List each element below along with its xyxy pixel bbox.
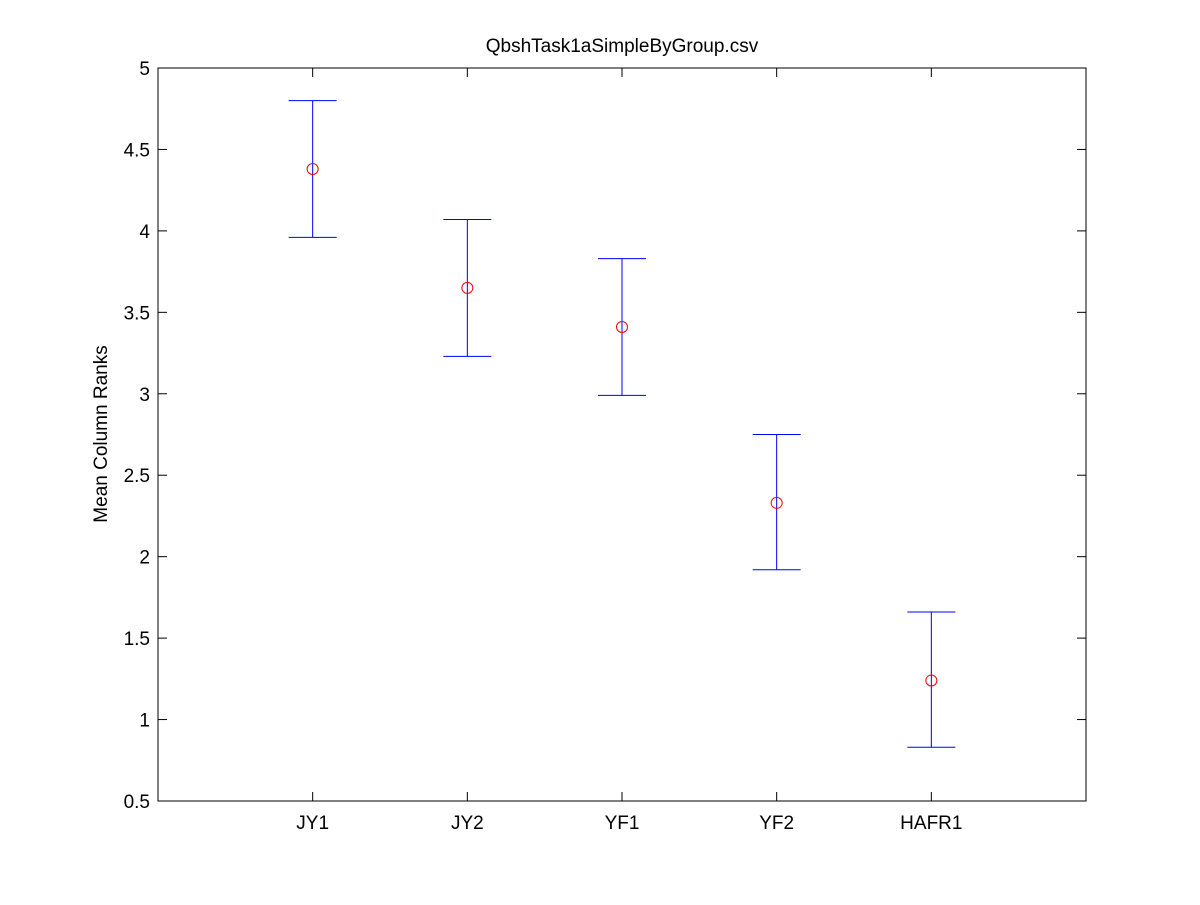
y-tick-label: 3 bbox=[139, 385, 150, 406]
mean-rank-marker bbox=[461, 281, 474, 294]
y-tick-label: 2 bbox=[139, 548, 150, 569]
mean-rank-marker bbox=[925, 674, 938, 687]
mean-rank-marker bbox=[306, 162, 319, 175]
x-tick-label: HAFR1 bbox=[900, 813, 962, 834]
y-tick-label: 4.5 bbox=[124, 140, 150, 161]
y-tick-label: 0.5 bbox=[124, 792, 150, 813]
mean-rank-marker bbox=[616, 320, 628, 333]
x-tick-label: JY1 bbox=[296, 813, 329, 834]
y-tick-label: 1.5 bbox=[124, 629, 150, 650]
x-tick-label: YF2 bbox=[759, 813, 794, 834]
y-axis-label: Mean Column Ranks bbox=[91, 345, 112, 522]
mean-rank-marker bbox=[770, 496, 783, 509]
x-tick-label: YF1 bbox=[605, 813, 640, 834]
y-tick-label: 1 bbox=[139, 711, 150, 732]
chart-title: QbshTask1aSimpleByGroup.csv bbox=[486, 36, 759, 57]
y-tick-label: 4 bbox=[139, 222, 150, 243]
y-tick-label: 5 bbox=[139, 59, 150, 80]
y-tick-label: 3.5 bbox=[124, 303, 150, 324]
y-tick-label: 2.5 bbox=[124, 466, 150, 487]
x-tick-label: JY2 bbox=[451, 813, 484, 834]
plot-area: 0.5 1 1.5 2 2.5 3 3.5 4 4.5 5 JY1 JY2 YF1 YF2 HAFR1 bbox=[124, 59, 1087, 834]
